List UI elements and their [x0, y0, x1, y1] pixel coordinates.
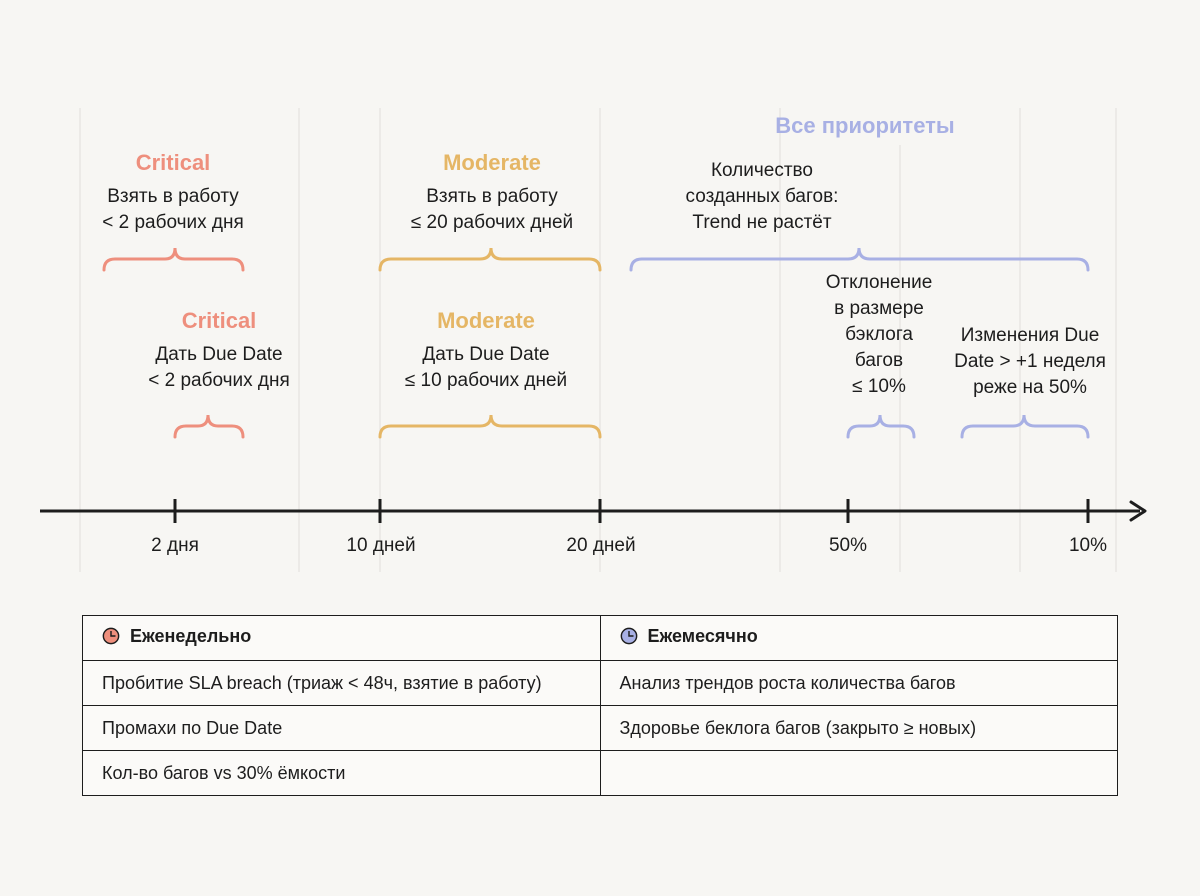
critical-due-brace	[173, 414, 245, 439]
due-date-changes-line1: Изменения Due	[961, 325, 1100, 346]
monthly-clock-icon	[620, 627, 637, 645]
critical-due-line2: < 2 рабочих дня	[148, 370, 290, 391]
moderate-due-title: Moderate	[437, 308, 535, 333]
monthly-item: Здоровье беклога багов (закрыто ≥ новых)	[599, 705, 1118, 751]
bug-count-line3: Trend не растёт	[692, 212, 831, 233]
moderate-due-line2: ≤ 10 рабочих дней	[405, 370, 567, 391]
backlog-deviation-line2: в размере	[834, 298, 924, 319]
all-priorities-title: Все приоритеты	[775, 113, 954, 138]
weekly-item: Пробитие SLA breach (триаж < 48ч, взятие…	[82, 660, 601, 706]
timeline-diagram: 2 дня 10 дней 20 дней 50% 10% Critical В…	[40, 108, 1147, 572]
due-date-changes-brace	[960, 414, 1090, 439]
critical-take-brace	[102, 247, 245, 272]
weekly-clock-icon	[102, 627, 120, 645]
moderate-due-line1: Дать Due Date	[422, 344, 549, 365]
weekly-header: Еженедельно	[82, 615, 601, 661]
weekly-title: Еженедельно	[130, 625, 252, 646]
bug-count-line2: созданных багов:	[686, 186, 839, 207]
critical-take-line2: < 2 рабочих дня	[102, 212, 244, 233]
tick-label-2-days: 2 дня	[151, 535, 199, 556]
due-date-changes-line3: реже на 50%	[973, 377, 1087, 398]
backlog-deviation-line4: багов	[855, 350, 903, 371]
table-row: Кол-во багов vs 30% ёмкости	[82, 750, 1118, 796]
table-row: Пробитие SLA breach (триаж < 48ч, взятие…	[82, 660, 1118, 706]
monthly-item: Анализ трендов роста количества багов	[599, 660, 1118, 706]
moderate-due-brace	[378, 414, 602, 439]
moderate-take-line2: ≤ 20 рабочих дней	[411, 212, 573, 233]
moderate-take-brace	[378, 247, 602, 272]
backlog-deviation-line1: Отклонение	[826, 272, 933, 293]
gridlines	[79, 108, 1117, 572]
moderate-take-title: Moderate	[443, 150, 541, 175]
tick-label-10-percent: 10%	[1069, 535, 1107, 556]
moderate-take-line1: Взять в работу	[426, 186, 558, 207]
backlog-deviation-line5: ≤ 10%	[852, 376, 906, 397]
tick-label-20-days: 20 дней	[566, 535, 635, 556]
critical-take-title: Critical	[136, 150, 211, 175]
axis-ticks	[173, 499, 1090, 523]
review-frequency-table: Еженедельно Ежемесячно Пробитие SLA brea	[82, 615, 1118, 796]
table-row: Промахи по Due Date Здоровье беклога баг…	[82, 705, 1118, 751]
weekly-item: Промахи по Due Date	[82, 705, 601, 751]
due-date-changes-line2: Date > +1 неделя	[954, 351, 1106, 372]
critical-take-line1: Взять в работу	[107, 186, 239, 207]
tick-label-10-days: 10 дней	[346, 535, 415, 556]
monthly-header: Ежемесячно	[599, 615, 1118, 661]
critical-due-line1: Дать Due Date	[155, 344, 282, 365]
monthly-title: Ежемесячно	[647, 625, 758, 646]
all-priorities-brace	[629, 247, 1090, 272]
backlog-deviation-line3: бэклога	[845, 324, 913, 345]
tick-label-50-percent: 50%	[829, 535, 867, 556]
weekly-item: Кол-во багов vs 30% ёмкости	[82, 750, 601, 796]
critical-due-title: Critical	[182, 308, 257, 333]
table-header-row: Еженедельно Ежемесячно	[82, 615, 1118, 661]
backlog-deviation-brace	[846, 414, 916, 439]
axis-arrowhead	[1129, 500, 1147, 522]
bug-count-line1: Количество	[711, 160, 813, 181]
monthly-item	[599, 750, 1118, 796]
